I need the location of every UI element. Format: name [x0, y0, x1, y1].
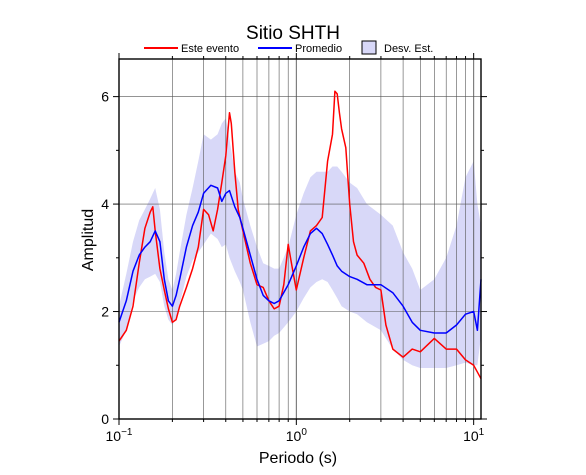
- x-tick-label: 101: [463, 427, 485, 444]
- series-line-promedio: [118, 184, 482, 334]
- y-tick-label: 2: [101, 304, 109, 320]
- x-axis-label: Periodo (s): [259, 450, 337, 467]
- series-line-este-evento: [118, 90, 482, 380]
- legend-label-promedio: Promedio: [295, 43, 342, 55]
- legend-box-desv-est: [361, 40, 377, 55]
- legend-label-desv-est: Desv. Est.: [384, 43, 433, 55]
- legend: Este evento Promedio Desv. Est.: [144, 40, 433, 55]
- y-axis-label: Amplitud: [80, 209, 97, 271]
- std-dev-band: [119, 118, 481, 368]
- y-tick-label: 6: [101, 89, 109, 105]
- plot-area: 0 2 4 6 10−1 100 101: [101, 53, 487, 444]
- y-tick-label: 4: [101, 196, 109, 212]
- legend-label-este-evento: Este evento: [181, 43, 239, 55]
- x-tick-label: 100: [286, 427, 308, 444]
- y-tick-label: 0: [101, 411, 109, 427]
- plot-frame: [118, 58, 482, 420]
- x-tick-label: 10−1: [106, 427, 133, 444]
- chart-title: Sitio SHTH: [246, 23, 340, 44]
